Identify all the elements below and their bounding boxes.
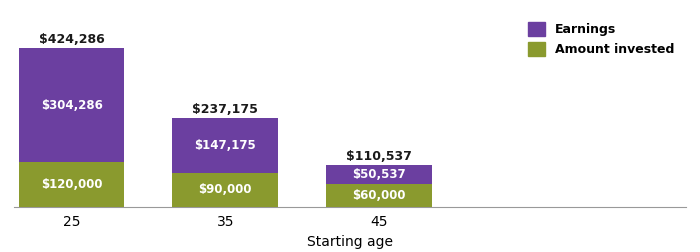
Bar xyxy=(19,48,125,162)
Text: $90,000: $90,000 xyxy=(199,183,252,196)
Text: $110,537: $110,537 xyxy=(346,150,412,163)
Bar xyxy=(172,118,278,173)
Bar xyxy=(326,165,432,184)
Text: $304,286: $304,286 xyxy=(41,99,102,112)
Text: $424,286: $424,286 xyxy=(38,33,104,46)
Text: $237,175: $237,175 xyxy=(193,103,258,116)
Bar xyxy=(172,173,278,207)
Text: $60,000: $60,000 xyxy=(352,189,405,202)
Bar xyxy=(19,162,125,207)
Legend: Earnings, Amount invested: Earnings, Amount invested xyxy=(523,17,680,61)
Text: $120,000: $120,000 xyxy=(41,178,102,191)
Bar xyxy=(326,184,432,207)
Text: $50,537: $50,537 xyxy=(352,168,405,181)
Text: $147,175: $147,175 xyxy=(195,139,256,152)
X-axis label: Starting age: Starting age xyxy=(307,235,393,248)
